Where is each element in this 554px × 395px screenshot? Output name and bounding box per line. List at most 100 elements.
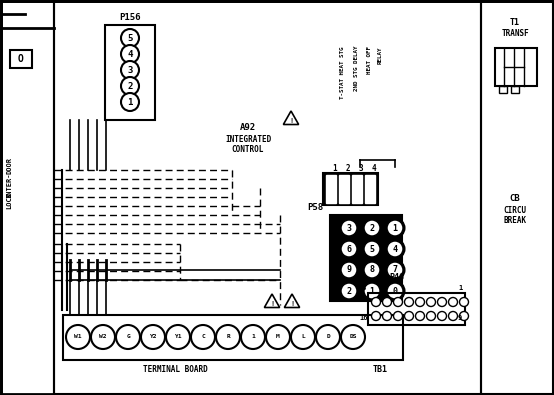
Text: M: M: [276, 335, 280, 339]
Bar: [495, 48, 537, 86]
Circle shape: [291, 325, 315, 349]
Circle shape: [393, 312, 403, 320]
Bar: [10, 50, 32, 68]
Bar: [105, 25, 155, 120]
Circle shape: [340, 239, 358, 258]
Circle shape: [427, 297, 435, 307]
Circle shape: [341, 262, 357, 278]
Text: BREAK: BREAK: [504, 216, 526, 224]
Circle shape: [191, 325, 215, 349]
Text: RELAY: RELAY: [377, 46, 382, 64]
Text: D: D: [326, 335, 330, 339]
Bar: [365, 175, 375, 203]
Text: Y1: Y1: [175, 335, 182, 339]
Circle shape: [372, 312, 381, 320]
Text: Y2: Y2: [149, 335, 157, 339]
Text: 8: 8: [362, 285, 366, 291]
Text: G: G: [126, 335, 130, 339]
Circle shape: [341, 241, 357, 257]
Text: 3: 3: [127, 66, 133, 75]
Text: 9: 9: [458, 315, 462, 321]
Circle shape: [362, 218, 382, 237]
Circle shape: [393, 297, 403, 307]
Text: 5: 5: [127, 34, 133, 43]
Text: T-STAT HEAT STG: T-STAT HEAT STG: [340, 47, 345, 99]
Bar: [499, 86, 507, 93]
Text: 3: 3: [358, 164, 363, 173]
Circle shape: [340, 282, 358, 301]
Bar: [63, 315, 403, 360]
Bar: [368, 293, 465, 325]
Text: 1: 1: [333, 164, 337, 173]
Circle shape: [449, 312, 458, 320]
Circle shape: [416, 312, 424, 320]
Text: W1: W1: [74, 335, 82, 339]
Circle shape: [372, 297, 381, 307]
Circle shape: [364, 262, 380, 278]
Circle shape: [216, 325, 240, 349]
Circle shape: [386, 282, 404, 301]
Circle shape: [386, 239, 404, 258]
Circle shape: [382, 297, 392, 307]
Text: TRANSF: TRANSF: [501, 28, 529, 38]
Text: TERMINAL BOARD: TERMINAL BOARD: [142, 365, 207, 374]
Text: L: L: [301, 335, 305, 339]
Text: !: !: [290, 301, 294, 307]
Text: P156: P156: [119, 13, 141, 21]
Bar: [352, 175, 362, 203]
Circle shape: [386, 260, 404, 280]
Circle shape: [404, 312, 413, 320]
Text: C: C: [201, 335, 205, 339]
Circle shape: [362, 239, 382, 258]
Bar: [54, 1, 481, 394]
Bar: [511, 86, 519, 93]
Text: 0: 0: [392, 286, 398, 295]
Text: P46: P46: [389, 273, 404, 282]
Circle shape: [387, 262, 403, 278]
Circle shape: [364, 220, 380, 236]
Text: 1: 1: [251, 335, 255, 339]
Text: 3: 3: [346, 224, 351, 233]
Circle shape: [121, 45, 139, 63]
Text: 4: 4: [127, 49, 133, 58]
Circle shape: [364, 241, 380, 257]
Text: DS: DS: [349, 335, 357, 339]
Circle shape: [116, 325, 140, 349]
Text: 2: 2: [346, 164, 350, 173]
Circle shape: [427, 312, 435, 320]
Text: 4: 4: [392, 245, 398, 254]
Circle shape: [141, 325, 165, 349]
Bar: [481, 1, 553, 394]
Circle shape: [316, 325, 340, 349]
Text: 1: 1: [392, 224, 398, 233]
Circle shape: [416, 297, 424, 307]
Text: 2: 2: [370, 224, 375, 233]
Bar: [323, 173, 378, 205]
Circle shape: [121, 77, 139, 95]
Circle shape: [340, 260, 358, 280]
Circle shape: [364, 283, 380, 299]
Circle shape: [438, 312, 447, 320]
Text: W2: W2: [99, 335, 107, 339]
Circle shape: [362, 282, 382, 301]
Circle shape: [341, 283, 357, 299]
Text: 8: 8: [370, 265, 375, 275]
Text: O: O: [18, 54, 24, 64]
Circle shape: [66, 325, 90, 349]
Circle shape: [341, 325, 365, 349]
Text: 4: 4: [372, 164, 376, 173]
Circle shape: [438, 297, 447, 307]
Text: P58: P58: [307, 203, 323, 211]
Text: 2ND STG DELAY: 2ND STG DELAY: [353, 45, 358, 91]
Circle shape: [266, 325, 290, 349]
Circle shape: [386, 218, 404, 237]
Text: !: !: [270, 301, 274, 307]
Text: R: R: [226, 335, 230, 339]
Text: CB: CB: [510, 194, 520, 203]
Bar: [326, 175, 336, 203]
Text: 5: 5: [370, 245, 375, 254]
Text: INTER-: INTER-: [6, 172, 12, 198]
Text: CIRCU: CIRCU: [504, 205, 526, 214]
Circle shape: [387, 283, 403, 299]
Bar: [330, 215, 402, 301]
